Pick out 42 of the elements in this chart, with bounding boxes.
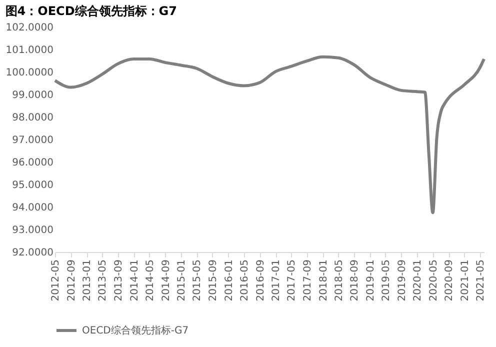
x-tick-label: 2018-09 bbox=[350, 260, 361, 302]
x-tick-label: 2014-01 bbox=[129, 260, 140, 302]
x-tick-label: 2015-01 bbox=[176, 260, 188, 302]
x-tick-label: 2013-05 bbox=[98, 260, 109, 302]
x-tick-label: 2014-05 bbox=[144, 260, 156, 302]
x-tick-label: 2016-05 bbox=[239, 260, 250, 302]
x-tick-label: 2012-09 bbox=[66, 260, 78, 302]
x-tick-label: 2019-09 bbox=[396, 260, 408, 302]
x-tick-label: 2018-05 bbox=[334, 260, 345, 302]
x-tick-label: 2019-05 bbox=[380, 260, 392, 302]
x-tick-label: 2019-01 bbox=[365, 260, 376, 302]
x-tick-label: 2016-09 bbox=[255, 260, 266, 302]
y-tick-label: 98.0000 bbox=[12, 112, 54, 124]
x-tick-label: 2017-01 bbox=[271, 260, 282, 302]
x-tick-label: 2013-01 bbox=[82, 260, 94, 302]
x-tick-label: 2012-05 bbox=[50, 260, 62, 302]
x-tick-label: 2013-09 bbox=[114, 260, 125, 302]
x-tick-label: 2020-01 bbox=[412, 260, 424, 302]
y-tick-label: 93.0000 bbox=[12, 225, 54, 236]
chart-title: 图4：OECD综合领先指标：G7 bbox=[5, 4, 178, 18]
x-tick-label: 2018-01 bbox=[318, 260, 330, 302]
y-tick-label: 99.0000 bbox=[12, 90, 54, 101]
x-tick-label: 2017-09 bbox=[302, 260, 314, 302]
y-tick-label: 102.0000 bbox=[6, 22, 54, 34]
y-tick-label: 100.0000 bbox=[6, 68, 54, 78]
x-tick-label: 2020-05 bbox=[428, 260, 440, 302]
x-tick-label: 2021-05 bbox=[475, 260, 486, 302]
y-tick-label: 94.0000 bbox=[12, 202, 54, 214]
x-tick-label: 2016-01 bbox=[224, 260, 235, 302]
y-tick-label: 96.0000 bbox=[12, 158, 54, 168]
y-tick-label: 101.0000 bbox=[6, 45, 54, 56]
y-tick-label: 92.0000 bbox=[12, 248, 54, 258]
y-tick-label: 95.0000 bbox=[12, 180, 54, 191]
line-series bbox=[54, 55, 486, 214]
x-tick-label: 2020-09 bbox=[444, 260, 456, 302]
x-tick-label: 2014-09 bbox=[160, 260, 172, 302]
x-tick-label: 2015-05 bbox=[192, 260, 204, 302]
legend-label: OECD综合领先指标-G7 bbox=[82, 324, 189, 336]
y-tick-label: 97.0000 bbox=[12, 135, 54, 146]
x-tick-label: 2015-09 bbox=[208, 260, 219, 302]
x-tick-label: 2017-05 bbox=[286, 260, 298, 302]
x-tick-label: 2021-01 bbox=[460, 260, 471, 302]
